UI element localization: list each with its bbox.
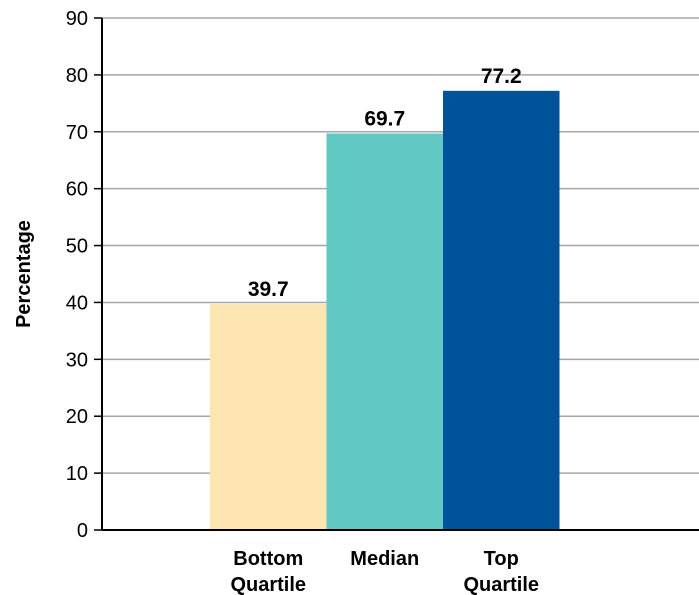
data-label: 69.7 (364, 107, 405, 130)
y-tick-label: 30 (66, 349, 88, 371)
x-category-label: Bottom (233, 548, 303, 570)
x-category-label: Quartile (230, 574, 306, 595)
x-category-label: Median (350, 548, 419, 570)
x-category-label: Quartile (463, 574, 539, 595)
y-tick-label: 40 (66, 292, 88, 314)
y-tick-label: 60 (66, 179, 88, 201)
y-tick-label: 80 (66, 65, 88, 87)
y-tick-label: 10 (66, 463, 88, 485)
axes (94, 17, 699, 531)
y-tick-label: 70 (66, 122, 88, 144)
bar (210, 304, 327, 530)
y-tick-label: 50 (66, 236, 88, 258)
y-tick-label: 0 (77, 520, 88, 542)
bar (326, 133, 443, 531)
y-tick-label: 20 (66, 406, 88, 428)
x-category-label: Top (484, 548, 519, 570)
y-axis-title: Percentage (13, 220, 35, 328)
data-label: 39.7 (248, 278, 289, 301)
data-label: 77.2 (481, 65, 522, 88)
y-tick-label: 90 (66, 8, 88, 30)
labels: 0 10 20 30 40 50 60 70 80 90 39.7 Bottom Quartile 69.… (66, 8, 539, 595)
bar (443, 90, 560, 530)
bars (210, 90, 560, 531)
